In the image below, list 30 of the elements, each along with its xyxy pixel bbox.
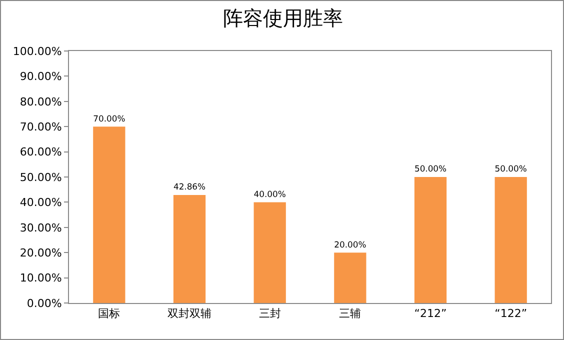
x-tick-label: 国标 [98, 307, 120, 320]
data-label: 20.00% [334, 239, 366, 250]
y-tick-label: 10.00% [20, 272, 62, 285]
bar [494, 177, 527, 303]
y-tick-label: 0.00% [26, 296, 62, 310]
y-tick-label: 30.00% [20, 221, 62, 234]
data-label: 70.00% [93, 113, 126, 124]
bar [414, 177, 447, 303]
y-tick-label: 40.00% [20, 196, 62, 210]
bar [334, 252, 366, 303]
x-tick-label: 双封双辅 [168, 307, 212, 320]
data-label: 50.00% [414, 164, 447, 174]
x-tick-label: 三封 [258, 307, 281, 320]
x-tick-label: “122” [494, 307, 528, 320]
bar [173, 194, 206, 303]
y-tick-label: 100.00% [12, 44, 62, 58]
y-tick-label: 20.00% [20, 246, 62, 260]
y-tick-label: 80.00% [20, 95, 62, 108]
y-tick-label: 90.00% [20, 70, 62, 84]
y-tick-label: 60.00% [20, 146, 62, 159]
bar [254, 202, 286, 303]
chart-title: 阵容使用胜率 [223, 6, 343, 30]
x-tick-label: 三辅 [339, 307, 362, 320]
data-label: 40.00% [254, 188, 286, 199]
data-label: 50.00% [494, 164, 527, 174]
x-tick-label: “212” [414, 307, 447, 320]
y-tick-label: 70.00% [20, 120, 62, 134]
y-tick-label: 50.00% [20, 170, 62, 184]
data-label: 42.86% [173, 182, 206, 192]
bar [93, 126, 126, 303]
